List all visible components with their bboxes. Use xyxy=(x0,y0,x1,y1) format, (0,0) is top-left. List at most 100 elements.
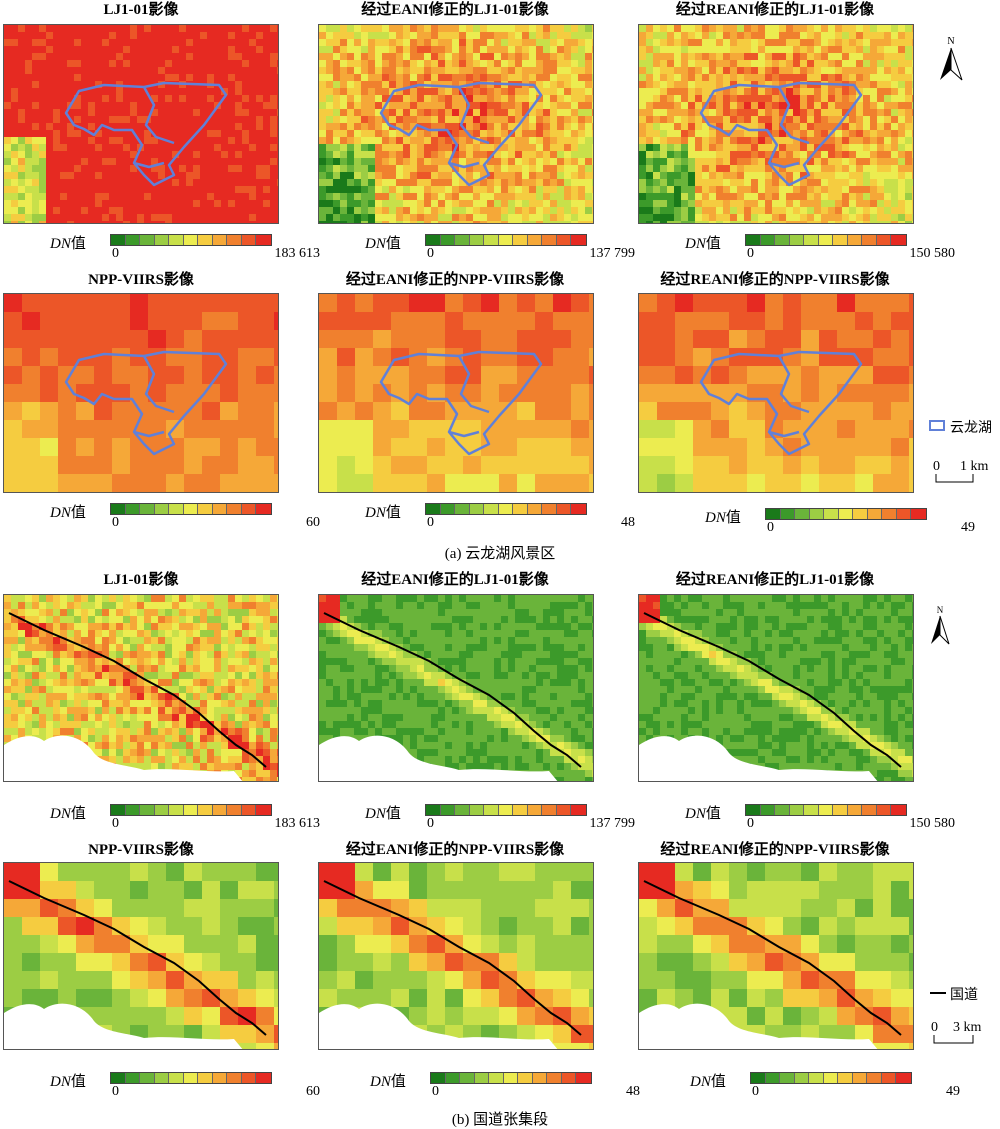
ramp-swatch xyxy=(198,1073,213,1083)
ramp-swatch xyxy=(809,1073,824,1083)
legend-b-lj1-eani: DN值 0 137 799 xyxy=(365,804,635,831)
ramp-swatch xyxy=(484,235,499,245)
ramp-swatch xyxy=(469,504,484,514)
ramp-swatch xyxy=(804,805,819,815)
ramp-swatch xyxy=(852,1073,867,1083)
ramp-swatch xyxy=(256,805,271,815)
legend-a-lj1-reani: DN值 0 150 580 xyxy=(685,234,955,261)
legend-a-npp: DN值 0 60 xyxy=(50,503,320,530)
ramp-swatch xyxy=(847,235,862,245)
ramp-swatch xyxy=(527,805,542,815)
north-arrow-icon: N xyxy=(940,36,963,81)
caption-a: (a) 云龙湖风景区 xyxy=(444,546,556,562)
ramp-swatch xyxy=(474,1073,489,1083)
legend-max: 183 613 xyxy=(274,816,321,831)
ramp-swatch xyxy=(111,805,126,815)
ramp-swatch xyxy=(154,805,169,815)
panel-title-b-npp: NPP-VIIRS影像 xyxy=(88,842,194,858)
ramp-swatch xyxy=(227,235,242,245)
ramp-swatch xyxy=(760,235,775,245)
panel-title-b-npp-eani: 经过EANI修正的NPP-VIIRS影像 xyxy=(345,842,565,858)
ramp-swatch xyxy=(183,1073,198,1083)
legend-a-npp-reani: DN值 0 49 xyxy=(705,508,975,535)
scale-zero-a: 0 xyxy=(933,459,940,474)
ramp-swatch xyxy=(241,235,256,245)
ramp-swatch xyxy=(809,509,824,519)
color-ramp xyxy=(425,234,587,246)
ramp-swatch xyxy=(794,1073,809,1083)
ramp-swatch xyxy=(746,805,761,815)
ramp-swatch xyxy=(256,1073,271,1083)
north-arrow-icon: N xyxy=(931,605,950,645)
ramp-swatch xyxy=(911,509,926,519)
ramp-swatch xyxy=(125,235,140,245)
lake-outline xyxy=(699,350,863,456)
ramp-swatch xyxy=(498,235,513,245)
map-b-lj1-reani xyxy=(638,594,914,782)
ramp-swatch xyxy=(256,504,271,514)
ramp-swatch xyxy=(140,805,155,815)
ramp-swatch xyxy=(498,504,513,514)
lake-outline xyxy=(699,81,863,187)
ramp-swatch xyxy=(183,504,198,514)
ramp-swatch xyxy=(527,235,542,245)
color-ramp xyxy=(110,1072,272,1084)
ramp-swatch xyxy=(547,1073,562,1083)
map-b-lj1-eani xyxy=(318,594,594,782)
ramp-swatch xyxy=(498,805,513,815)
legend-a-lj1: DN值 0 183 613 xyxy=(50,234,321,261)
legend-max: 183 613 xyxy=(274,246,321,261)
lake-outline xyxy=(64,350,228,456)
ramp-swatch xyxy=(212,1073,227,1083)
color-ramp xyxy=(745,804,907,816)
ramp-swatch xyxy=(867,509,882,519)
map-b-npp-reani xyxy=(638,862,914,1050)
ramp-swatch xyxy=(111,504,126,514)
ramp-swatch xyxy=(746,235,761,245)
map-a-npp xyxy=(3,293,279,493)
map-b-lj1 xyxy=(3,594,279,782)
lake-outline xyxy=(379,81,543,187)
ramp-swatch xyxy=(460,1073,475,1083)
color-ramp xyxy=(110,503,272,515)
color-ramp xyxy=(765,508,927,520)
ramp-swatch xyxy=(489,1073,504,1083)
ramp-swatch xyxy=(455,504,470,514)
map-a-npp-reani xyxy=(638,293,914,493)
ramp-swatch xyxy=(838,509,853,519)
ramp-swatch xyxy=(469,805,484,815)
ramp-swatch xyxy=(818,235,833,245)
ramp-swatch xyxy=(455,235,470,245)
ramp-swatch xyxy=(227,1073,242,1083)
ramp-swatch xyxy=(111,235,126,245)
color-ramp xyxy=(110,804,272,816)
ramp-swatch xyxy=(125,1073,140,1083)
panel-title-b-npp-reani: 经过REANI修正的NPP-VIIRS影像 xyxy=(660,842,890,858)
map-a-lj1 xyxy=(3,24,279,224)
ramp-swatch xyxy=(469,235,484,245)
road-line xyxy=(643,880,902,1036)
ramp-swatch xyxy=(154,504,169,514)
ramp-swatch xyxy=(183,805,198,815)
ramp-swatch xyxy=(256,235,271,245)
color-ramp xyxy=(750,1072,912,1084)
ramp-swatch xyxy=(833,235,848,245)
ramp-swatch xyxy=(140,235,155,245)
svg-text:N: N xyxy=(947,36,954,47)
scale-bar-a xyxy=(935,474,974,483)
ramp-swatch xyxy=(751,1073,766,1083)
legend-max: 49 xyxy=(961,520,975,535)
ramp-swatch xyxy=(876,805,891,815)
ramp-swatch xyxy=(227,805,242,815)
legend-a-lj1-eani: DN值 0 137 799 xyxy=(365,234,635,261)
ramp-swatch xyxy=(445,1073,460,1083)
ramp-swatch xyxy=(775,805,790,815)
ramp-swatch xyxy=(896,1073,911,1083)
panel-title-b-lj1-reani: 经过REANI修正的LJ1-01影像 xyxy=(675,572,875,588)
ramp-swatch xyxy=(795,509,810,519)
panel-title-a-lj1-reani: 经过REANI修正的LJ1-01影像 xyxy=(675,2,875,18)
ramp-swatch xyxy=(571,504,586,514)
ramp-swatch xyxy=(518,1073,533,1083)
ramp-swatch xyxy=(823,1073,838,1083)
ramp-swatch xyxy=(169,235,184,245)
